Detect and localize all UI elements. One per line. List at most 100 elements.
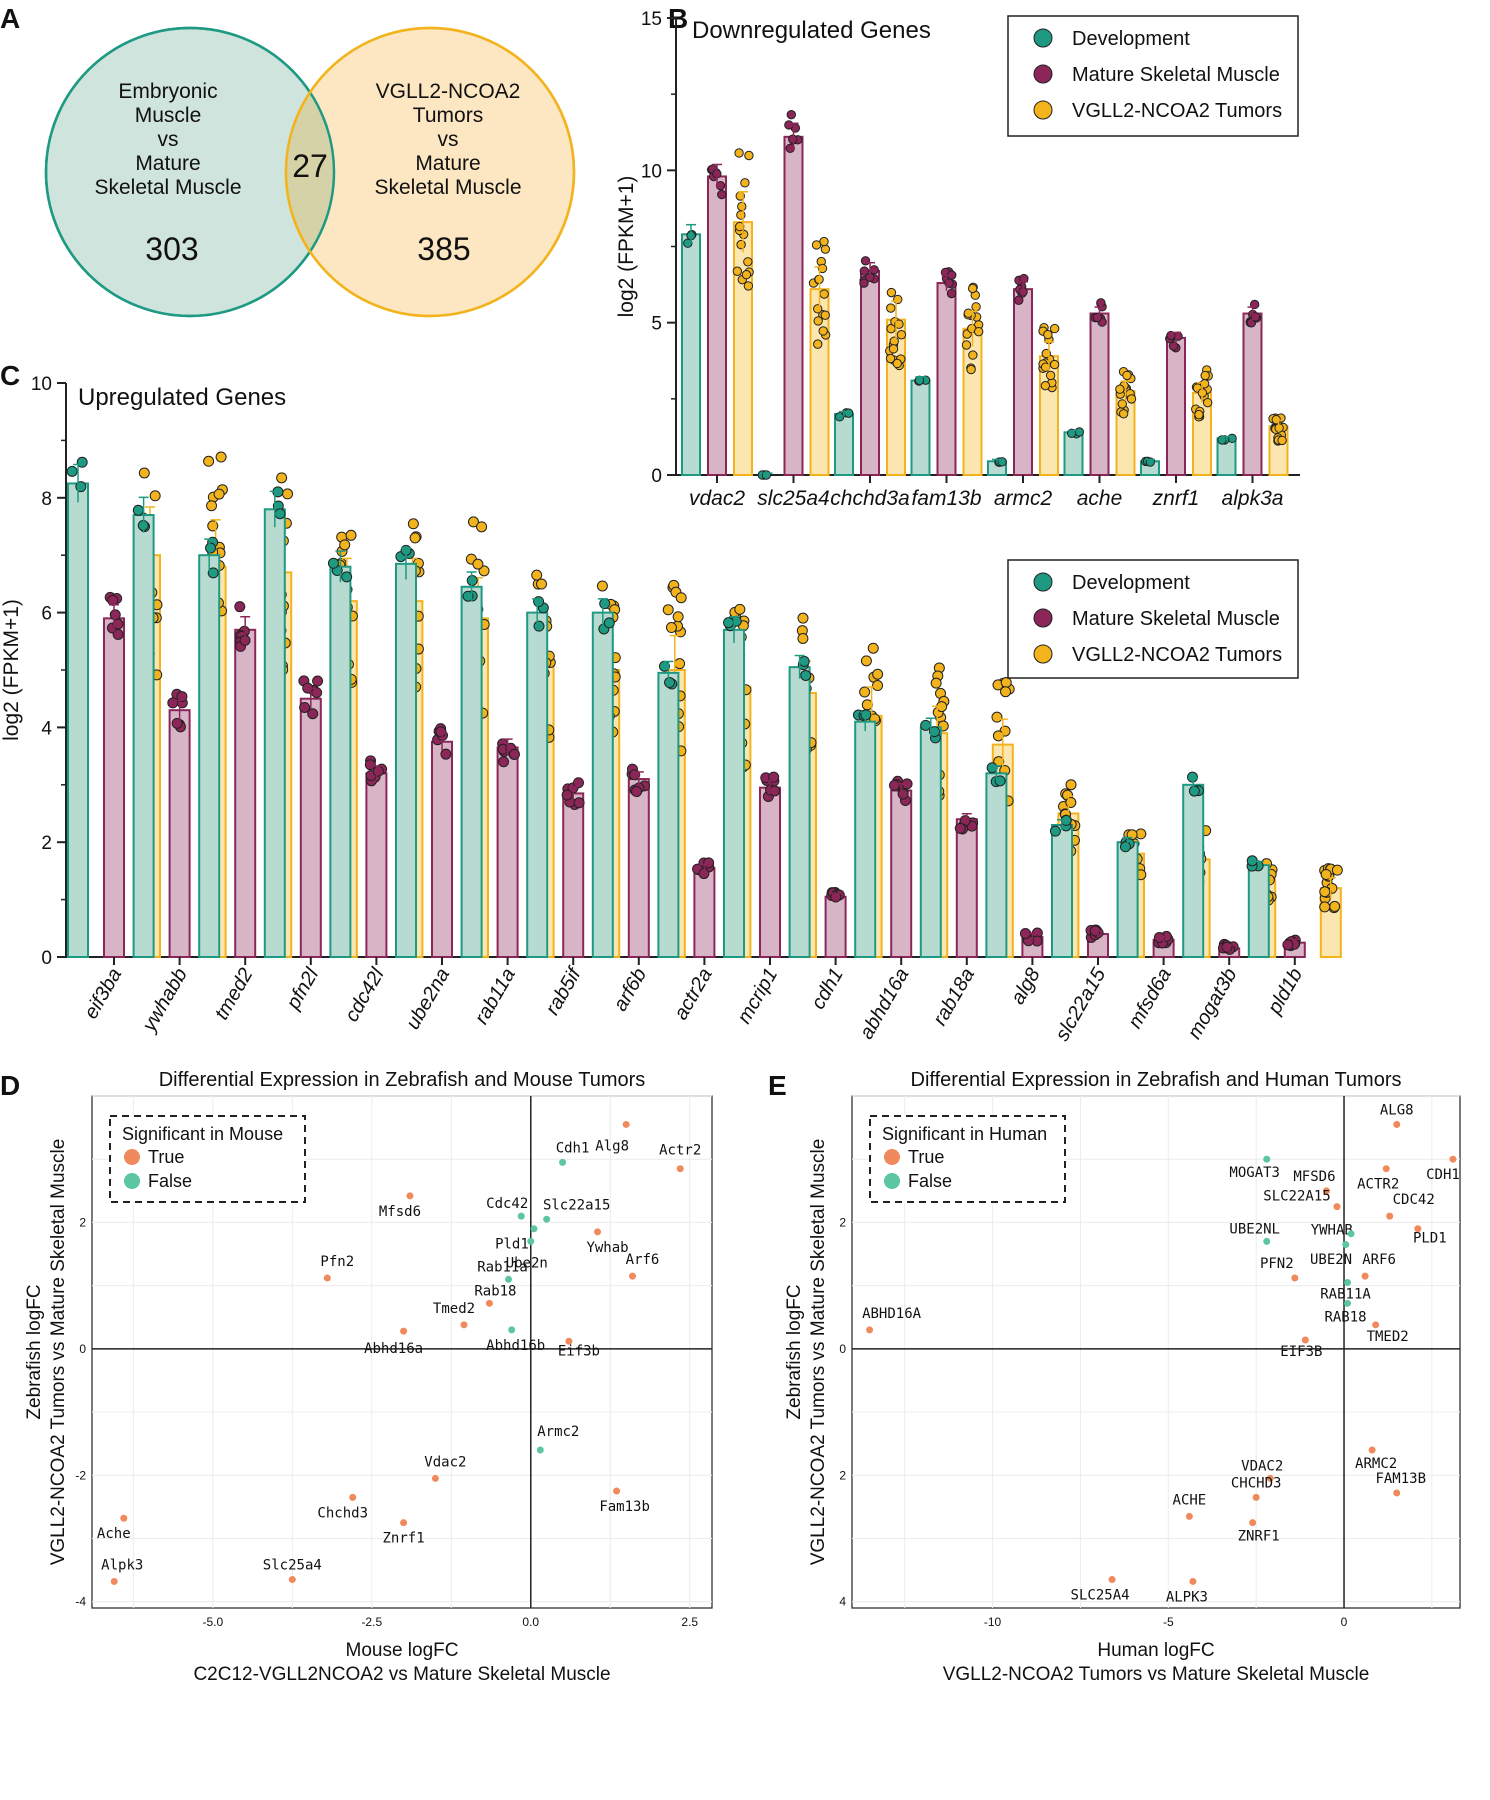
bar — [299, 697, 322, 958]
y-tick-label: 4 — [41, 718, 52, 739]
data-point — [1168, 341, 1179, 351]
data-point — [872, 680, 884, 692]
data-point — [1166, 330, 1176, 341]
data-point — [1153, 931, 1165, 943]
data-point — [206, 500, 218, 512]
data-point — [1092, 312, 1103, 323]
data-point — [543, 1215, 551, 1223]
point-label: ZNRF1 — [1238, 1529, 1280, 1545]
data-point — [888, 779, 900, 791]
data-point — [1049, 825, 1061, 837]
bar — [1051, 823, 1073, 958]
bar — [460, 585, 483, 959]
bar — [657, 671, 680, 958]
category-label: cdh1 — [807, 965, 848, 1014]
point-label: PLD1 — [1413, 1231, 1447, 1247]
legend: Development Mature Skeletal Muscle VGLL2-N… — [1007, 15, 1299, 137]
data-point — [930, 677, 942, 689]
data-point — [1040, 362, 1051, 372]
data-point — [920, 719, 932, 731]
data-point — [1014, 295, 1024, 305]
bar — [834, 413, 854, 477]
data-point — [843, 408, 854, 418]
y-tick-label: 10 — [641, 161, 662, 182]
data-point — [364, 759, 376, 771]
data-point — [788, 134, 798, 144]
data-point — [861, 699, 873, 711]
point-label: Chchd3 — [317, 1505, 368, 1521]
data-point — [517, 1212, 525, 1220]
x-axis-label: Human logFC — [1097, 1640, 1214, 1661]
data-point — [1227, 433, 1237, 444]
data-point — [994, 775, 1006, 787]
x-axis-sublabel: VGLL2-NCOA2 Tumors vs Mature Skeletal Mu… — [943, 1664, 1370, 1685]
data-point — [372, 765, 384, 777]
category-label: cdc42l — [341, 964, 389, 1026]
bar — [788, 666, 811, 958]
data-point — [176, 691, 188, 703]
data-point — [1043, 329, 1053, 340]
legend-marker — [1033, 28, 1053, 48]
data-point — [460, 1321, 468, 1329]
data-point — [971, 302, 981, 312]
data-point — [737, 201, 747, 212]
bar — [824, 895, 847, 958]
y-tick-label: 2 — [839, 1215, 846, 1229]
x-tick-label: 0 — [1341, 1615, 1348, 1629]
venn-overlap-count: 27 — [292, 148, 328, 184]
data-point — [786, 109, 796, 120]
data-point — [112, 628, 124, 640]
category-label: slc25a4 — [757, 487, 829, 510]
legend-marker — [1033, 64, 1053, 84]
data-point — [968, 350, 978, 360]
category-label: pfn2l — [282, 964, 324, 1014]
bar — [168, 709, 191, 958]
data-point — [508, 748, 520, 760]
data-point — [834, 412, 845, 422]
data-point — [409, 532, 421, 544]
data-point — [599, 598, 611, 610]
point-label: EIF3B — [1280, 1344, 1322, 1360]
legend-marker — [124, 1149, 140, 1165]
category-label: armc2 — [994, 487, 1053, 510]
data-point — [603, 617, 615, 629]
data-point — [736, 210, 746, 220]
point-label: UBE2NL — [1229, 1221, 1280, 1237]
venn-right-line: vs — [438, 128, 459, 151]
data-point — [213, 488, 225, 500]
data-point — [946, 288, 957, 299]
data-point — [893, 294, 903, 305]
category-label: mfsd6a — [1124, 965, 1176, 1033]
data-point — [800, 669, 812, 681]
venn-right-line: Tumors — [413, 104, 483, 127]
category-label: mcrip1 — [733, 965, 782, 1028]
data-point — [676, 1165, 684, 1173]
data-point — [929, 726, 941, 738]
point-label: Ywhab — [586, 1240, 628, 1256]
point-label: Cdh1 — [556, 1140, 590, 1156]
venn-left-line: Muscle — [135, 104, 202, 127]
point-label: Armc2 — [537, 1424, 579, 1440]
point-label: UBE2N — [1310, 1252, 1352, 1268]
data-point — [132, 504, 144, 516]
data-point — [462, 590, 474, 602]
data-point — [149, 490, 161, 502]
bar — [1182, 783, 1205, 958]
data-point — [1263, 1155, 1271, 1163]
bar — [591, 611, 614, 958]
category-label: ywhabb — [137, 965, 192, 1037]
data-point — [1368, 1446, 1376, 1454]
data-point — [1361, 1272, 1369, 1280]
bar — [860, 269, 880, 476]
y-axis-label: Zebrafish logFC — [784, 1284, 805, 1419]
y-tick-label: 4 — [839, 1595, 846, 1609]
legend-marker — [1033, 572, 1053, 592]
chart-title: Differential Expression in Zebrafish and… — [911, 1069, 1402, 1091]
legend: Significant in Human True False — [869, 1115, 1066, 1203]
bar — [919, 726, 942, 959]
data-point — [431, 1474, 439, 1482]
data-point — [717, 189, 727, 200]
data-point — [723, 617, 735, 629]
point-label: MFSD6 — [1293, 1169, 1335, 1185]
data-point — [820, 310, 830, 320]
